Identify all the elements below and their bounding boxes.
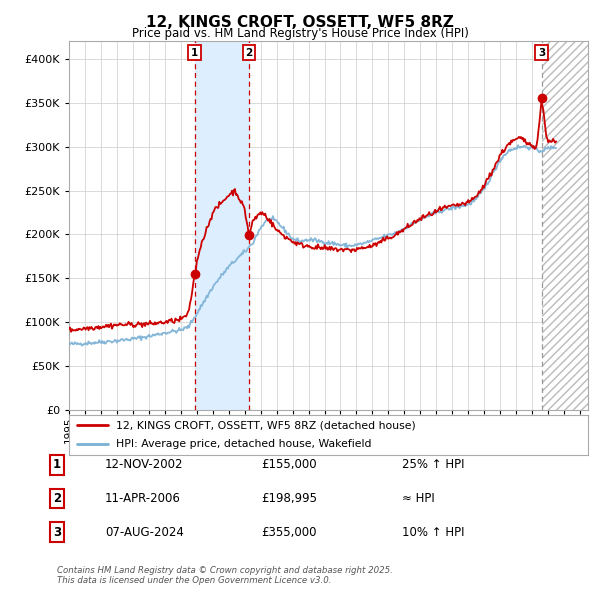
Text: 12, KINGS CROFT, OSSETT, WF5 8RZ: 12, KINGS CROFT, OSSETT, WF5 8RZ <box>146 15 454 30</box>
Text: 11-APR-2006: 11-APR-2006 <box>105 492 181 505</box>
Bar <box>542 41 588 410</box>
Text: £355,000: £355,000 <box>261 526 317 539</box>
Text: 07-AUG-2024: 07-AUG-2024 <box>105 526 184 539</box>
Text: 1: 1 <box>53 458 61 471</box>
Text: 12, KINGS CROFT, OSSETT, WF5 8RZ (detached house): 12, KINGS CROFT, OSSETT, WF5 8RZ (detach… <box>116 421 415 430</box>
Text: 10% ↑ HPI: 10% ↑ HPI <box>402 526 464 539</box>
Text: 12-NOV-2002: 12-NOV-2002 <box>105 458 184 471</box>
Text: ≈ HPI: ≈ HPI <box>402 492 435 505</box>
Text: 1: 1 <box>191 48 199 58</box>
Text: £198,995: £198,995 <box>261 492 317 505</box>
Text: 3: 3 <box>53 526 61 539</box>
Text: HPI: Average price, detached house, Wakefield: HPI: Average price, detached house, Wake… <box>116 439 371 449</box>
Text: 25% ↑ HPI: 25% ↑ HPI <box>402 458 464 471</box>
Text: 2: 2 <box>53 492 61 505</box>
Text: Contains HM Land Registry data © Crown copyright and database right 2025.
This d: Contains HM Land Registry data © Crown c… <box>57 566 393 585</box>
Bar <box>194 41 249 410</box>
Text: 3: 3 <box>538 48 545 58</box>
Text: Price paid vs. HM Land Registry's House Price Index (HPI): Price paid vs. HM Land Registry's House … <box>131 27 469 40</box>
Text: £155,000: £155,000 <box>261 458 317 471</box>
Text: 2: 2 <box>245 48 253 58</box>
